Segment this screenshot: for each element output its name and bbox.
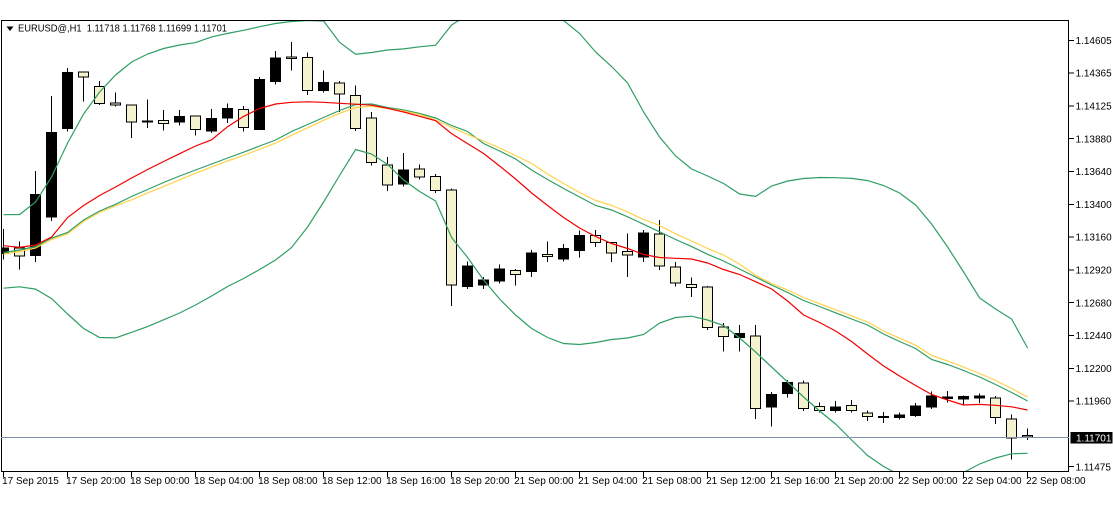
svg-text:1.12920: 1.12920: [1076, 266, 1113, 277]
svg-text:1.14605: 1.14605: [1076, 36, 1113, 47]
svg-text:1.13400: 1.13400: [1076, 200, 1113, 211]
svg-text:18 Sep 08:00: 18 Sep 08:00: [258, 476, 318, 487]
svg-text:1.13880: 1.13880: [1076, 134, 1113, 145]
svg-text:1.12200: 1.12200: [1076, 364, 1113, 375]
svg-text:21 Sep 12:00: 21 Sep 12:00: [706, 476, 766, 487]
svg-text:1.11960: 1.11960: [1076, 397, 1112, 408]
svg-text:21 Sep 04:00: 21 Sep 04:00: [578, 476, 638, 487]
svg-text:18 Sep 16:00: 18 Sep 16:00: [386, 476, 446, 487]
svg-text:21 Sep 20:00: 21 Sep 20:00: [834, 476, 894, 487]
svg-text:1.14365: 1.14365: [1076, 69, 1113, 80]
svg-text:1.14125: 1.14125: [1076, 102, 1113, 113]
svg-text:17 Sep 20:00: 17 Sep 20:00: [66, 476, 126, 487]
svg-text:18 Sep 04:00: 18 Sep 04:00: [194, 476, 254, 487]
svg-text:22 Sep 00:00: 22 Sep 00:00: [898, 476, 958, 487]
svg-text:22 Sep 04:00: 22 Sep 04:00: [962, 476, 1022, 487]
svg-text:18 Sep 00:00: 18 Sep 00:00: [130, 476, 190, 487]
svg-text:1.12440: 1.12440: [1076, 331, 1113, 342]
svg-text:1.11701: 1.11701: [1076, 433, 1112, 444]
svg-text:EURUSD@,H1 1.11718 1.11768 1.: EURUSD@,H1 1.11718 1.11768 1.11699 1.117…: [18, 24, 227, 35]
svg-text:21 Sep 16:00: 21 Sep 16:00: [770, 476, 830, 487]
svg-text:18 Sep 20:00: 18 Sep 20:00: [450, 476, 510, 487]
svg-text:18 Sep 12:00: 18 Sep 12:00: [322, 476, 382, 487]
svg-text:21 Sep 08:00: 21 Sep 08:00: [642, 476, 702, 487]
svg-text:1.13160: 1.13160: [1076, 233, 1113, 244]
svg-text:1.12680: 1.12680: [1076, 298, 1113, 309]
svg-text:21 Sep 00:00: 21 Sep 00:00: [514, 476, 574, 487]
svg-text:1.11475: 1.11475: [1076, 462, 1112, 473]
svg-text:22 Sep 08:00: 22 Sep 08:00: [1026, 476, 1086, 487]
svg-text:17 Sep 2015: 17 Sep 2015: [2, 476, 59, 487]
svg-text:1.13640: 1.13640: [1076, 167, 1113, 178]
